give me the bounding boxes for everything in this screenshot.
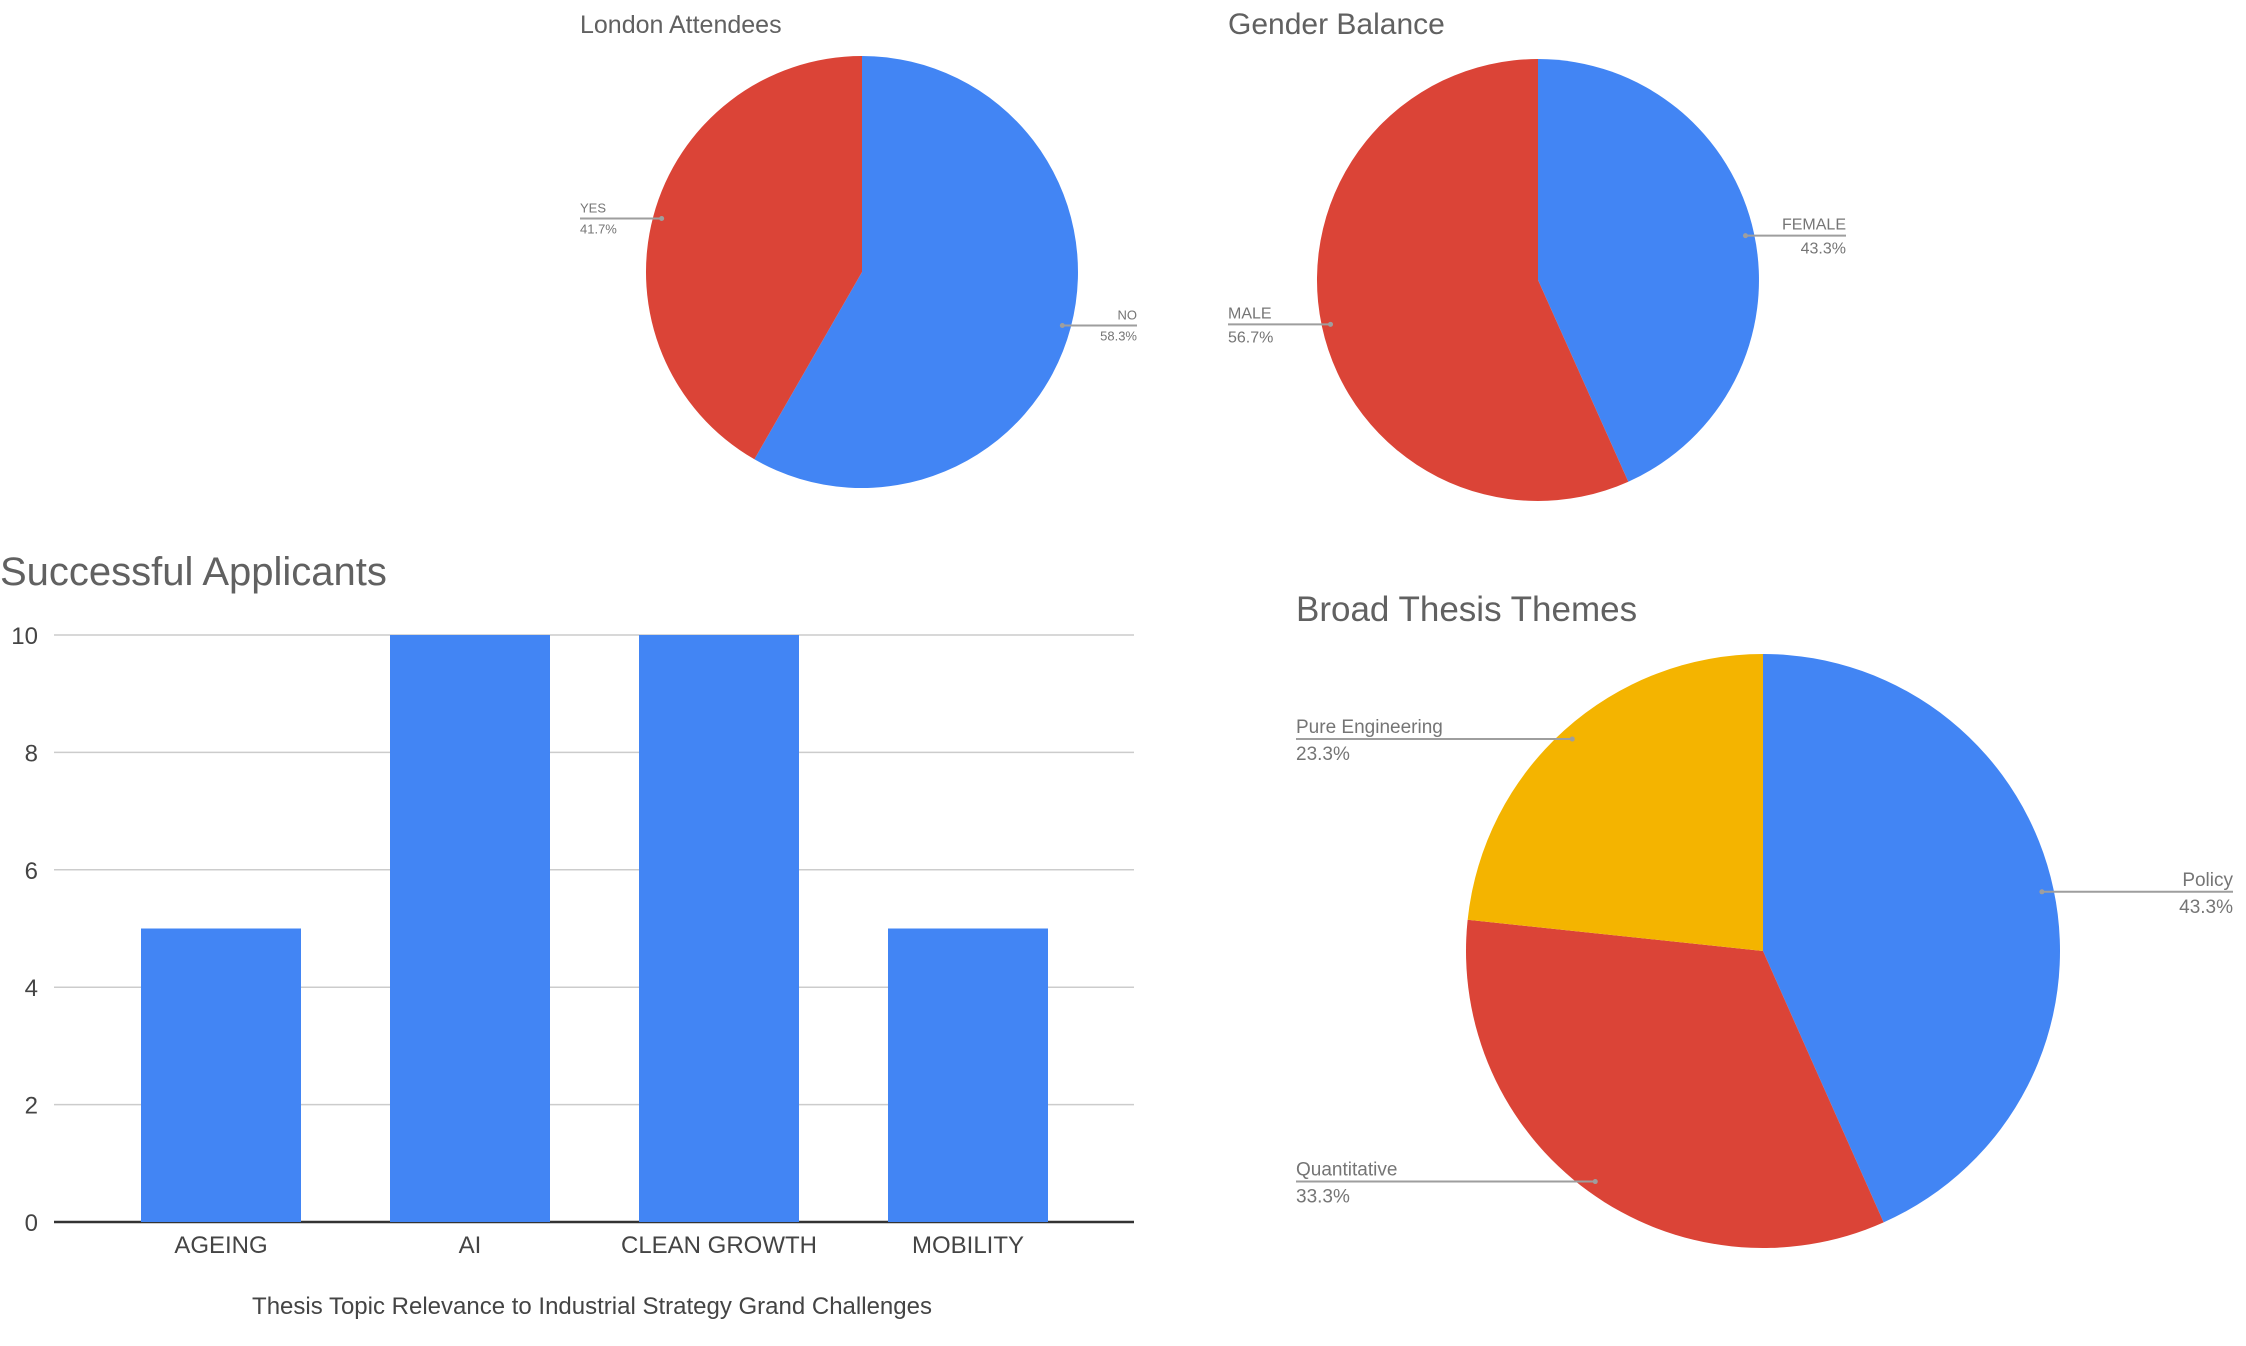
broad-thesis-themes-chart: Broad Thesis Themes Policy 43.3% Quantitat… xyxy=(1296,590,2233,1248)
slice-percent-policy: 43.3% xyxy=(2179,897,2233,918)
slice-percent-male: 56.7% xyxy=(1228,329,1273,346)
x-tick-label-ageing: AGEING xyxy=(174,1232,267,1259)
x-tick-label-mobility: MOBILITY xyxy=(912,1232,1024,1259)
pie-slice-no xyxy=(754,56,1078,488)
leader-dot-policy xyxy=(2039,889,2045,895)
pie-slice-pure-engineering xyxy=(1467,654,1763,951)
leader-dot-pure-engineering xyxy=(1569,736,1575,742)
leader-dot-female xyxy=(1742,233,1748,239)
gender-balance-title: Gender Balance xyxy=(1228,8,1445,41)
slice-label-yes: YES xyxy=(580,201,606,216)
slice-label-pure-engineering: Pure Engineering xyxy=(1296,717,1443,738)
london-attendees-chart: London Attendees NO 58.3% YES 41.7% xyxy=(580,11,1137,488)
successful-applicants-chart: Successful Applicants 0 2 4 6 8 10 AGEING AI CL… xyxy=(0,550,1134,1320)
y-tick-label: 6 xyxy=(25,858,38,885)
y-tick-label: 2 xyxy=(25,1093,38,1120)
london-attendees-title: London Attendees xyxy=(580,11,782,39)
y-tick-label: 0 xyxy=(25,1210,38,1237)
leader-dot-quantitative xyxy=(1592,1179,1598,1185)
gender-balance-chart: Gender Balance FEMALE 43.3% MALE 56.7% xyxy=(1228,8,1846,501)
successful-applicants-title: Successful Applicants xyxy=(0,550,387,594)
slice-percent-female: 43.3% xyxy=(1801,241,1846,258)
x-axis-title: Thesis Topic Relevance to Industrial Str… xyxy=(252,1293,932,1320)
slice-label-male: MALE xyxy=(1228,305,1272,322)
leader-dot-male xyxy=(1328,321,1334,327)
leader-dot-no xyxy=(1059,322,1065,328)
slice-label-no: NO xyxy=(1118,307,1138,322)
y-tick-label: 10 xyxy=(11,623,38,650)
slice-percent-no: 58.3% xyxy=(1100,328,1137,343)
pie-slice-quantitative xyxy=(1466,919,1884,1248)
pie-slice-male xyxy=(1316,58,1629,501)
x-tick-label-clean-growth: CLEAN GROWTH xyxy=(621,1232,817,1259)
slice-label-policy: Policy xyxy=(2182,870,2233,891)
x-tick-label-ai: AI xyxy=(459,1232,482,1259)
pie-slice-yes xyxy=(645,56,862,460)
bar-mobility xyxy=(888,928,1048,1222)
slice-percent-pure-engineering: 23.3% xyxy=(1296,744,1350,765)
bar-ai xyxy=(390,635,550,1222)
slice-label-female: FEMALE xyxy=(1782,217,1846,234)
leader-dot-yes xyxy=(659,216,665,222)
y-tick-label: 4 xyxy=(25,975,38,1002)
bar-clean-growth xyxy=(639,635,799,1222)
pie-slice-female xyxy=(1538,59,1759,482)
slice-label-quantitative: Quantitative xyxy=(1296,1160,1397,1181)
slice-percent-quantitative: 33.3% xyxy=(1296,1187,1350,1208)
pie-slice-policy xyxy=(1763,654,2061,1223)
y-tick-label: 8 xyxy=(25,740,38,767)
bar-ageing xyxy=(141,928,301,1222)
slice-percent-yes: 41.7% xyxy=(580,222,617,237)
broad-thesis-themes-title: Broad Thesis Themes xyxy=(1296,590,1637,629)
